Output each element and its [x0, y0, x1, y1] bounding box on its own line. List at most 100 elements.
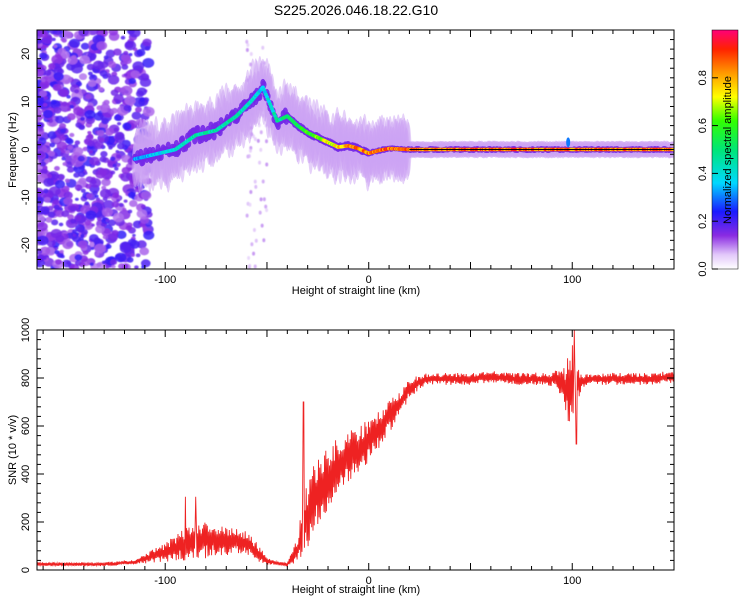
spectrogram-noise-blob — [259, 197, 263, 202]
spectrogram-noise-blob — [53, 106, 62, 114]
spectrogram-noise-blob — [111, 201, 120, 208]
spectrogram-noise-blob — [90, 246, 95, 250]
spectrogram-noise-blob — [66, 166, 75, 173]
spectrogram-noise-blob — [114, 166, 119, 171]
spectrogram-noise-blob — [105, 49, 116, 58]
spectrogram-noise-blob — [39, 137, 44, 141]
spectrogram-noise-blob — [99, 188, 112, 199]
spectrogram-noise-blob — [92, 190, 98, 195]
spectrogram-noise-blob — [93, 237, 101, 245]
spectrogram-noise-blob — [51, 219, 59, 226]
spectrogram-noise-blob — [114, 252, 127, 263]
spectrogram-noise-blob — [100, 107, 108, 113]
spectrogram-noise-blob — [38, 127, 43, 131]
spectrogram-noise-blob — [67, 214, 74, 220]
spectrogram-noise-blob — [130, 70, 140, 79]
spectrogram-noise-blob — [249, 51, 253, 56]
spectrogram-noise-blob — [245, 39, 249, 44]
spectrogram-noise-blob — [54, 165, 60, 171]
spectrogram-noise-blob — [141, 190, 152, 200]
spectrogram-noise-blob — [37, 114, 43, 122]
spectrogram-noise-blob — [144, 46, 151, 51]
spectrogram-noise-blob — [249, 190, 253, 195]
spectrogram-ytick-label: 10 — [20, 96, 32, 108]
spectrogram-noise-blob — [112, 163, 118, 168]
spectrogram-ytick-label: 20 — [20, 48, 32, 60]
spectrogram-noise-blob — [256, 138, 260, 143]
spectrogram-noise-blob — [66, 138, 74, 145]
spectrogram-noise-blob — [80, 116, 85, 121]
spectrogram-noise-blob — [101, 178, 111, 187]
spectrogram-noise-blob — [37, 222, 48, 232]
spectrogram-noise-blob — [37, 235, 49, 246]
spectrogram-noise-blob — [116, 199, 120, 203]
spectrogram-noise-blob — [78, 236, 84, 242]
spectrogram-noise-blob — [55, 259, 62, 265]
spectrogram-noise-blob — [127, 191, 136, 199]
spectrogram-noise-blob — [118, 203, 124, 208]
spectrogram-noise-blob — [262, 197, 266, 202]
spectrogram-noise-blob — [73, 106, 84, 116]
spectrogram-noise-blob — [127, 238, 137, 247]
spectrogram-noise-blob — [252, 251, 256, 256]
spectrogram-noise-blob — [92, 60, 105, 70]
spectrogram-noise-blob — [78, 171, 86, 178]
spectrogram-noise-blob — [43, 177, 55, 187]
spectrogram-noise-blob — [109, 259, 118, 266]
snr-xtick-label: 0 — [366, 575, 372, 587]
spectrogram-noise-blob — [39, 161, 47, 167]
spectrogram-noise-blob — [260, 223, 264, 228]
spectrogram-noise-blob — [102, 207, 113, 217]
spectrogram-noise-blob — [115, 154, 122, 159]
spectrogram-noise-blob — [38, 90, 48, 98]
spectrogram-noise-blob — [95, 225, 105, 234]
spectrogram-noise-blob — [111, 229, 119, 236]
spectrogram-noise-blob — [67, 145, 73, 150]
spectrogram-noise-blob — [56, 141, 68, 151]
spectrogram-noise-blob — [259, 147, 263, 152]
spectrogram-noise-blob — [265, 139, 269, 144]
spectrogram-noise-blob — [124, 40, 137, 51]
spectrogram-noise-blob — [100, 222, 106, 227]
spectrogram-noise-blob — [65, 150, 70, 154]
spectrogram-noise-blob — [67, 113, 76, 121]
spectrogram-noise-blob — [101, 260, 107, 265]
spectrogram-noise-blob — [245, 213, 249, 218]
spectrogram-noise-blob — [89, 262, 94, 266]
spectrogram-ridge — [131, 56, 674, 194]
spectrogram-noise-blob — [58, 88, 69, 98]
spectrogram-ytick-label: -10 — [20, 189, 32, 205]
colorbar-gradient — [712, 30, 738, 269]
spectrogram-noise-blob — [52, 199, 59, 205]
spectrogram-noise-blob — [47, 131, 58, 140]
spectrogram-noise-blob — [40, 84, 47, 90]
spectrogram-noise-blob — [258, 210, 262, 215]
snr-ytick-label: 800 — [20, 369, 32, 387]
spectrogram-noise-blob — [65, 161, 74, 168]
spectrogram-noise-blob — [259, 130, 263, 135]
spectrogram-noise-blob — [69, 205, 77, 212]
colorbar-label: Normalized spectral amplitude — [722, 76, 734, 224]
spectrogram-noise-blob — [85, 176, 94, 183]
spectrogram-noise-blob — [113, 127, 119, 132]
spectrogram-noise-blob — [245, 47, 249, 52]
spectrogram-frame — [36, 29, 675, 270]
spectrogram-noise-blob — [102, 200, 115, 210]
spectrogram-noise-blob — [93, 140, 104, 150]
spectrogram-ytick-label: 0 — [20, 146, 32, 152]
spectrogram-noise-blob — [41, 78, 46, 83]
spectrogram-noise-blob — [42, 103, 48, 107]
spectrogram-noise-blob — [51, 37, 56, 42]
spectrogram-noise-blob — [136, 240, 147, 249]
spectrogram-noise-blob — [91, 223, 95, 227]
spectrogram-noise-blob — [109, 156, 116, 162]
spectrogram-noise-blob — [101, 185, 107, 190]
spectrogram-noise-blob — [99, 156, 107, 163]
spectrogram-noise-blob — [61, 156, 66, 161]
spectrogram-noise-blob — [87, 133, 94, 139]
spectrogram-noise-blob — [135, 253, 141, 258]
spectrogram-noise-blob — [122, 207, 127, 212]
spectrogram-noise-blob — [55, 234, 65, 243]
